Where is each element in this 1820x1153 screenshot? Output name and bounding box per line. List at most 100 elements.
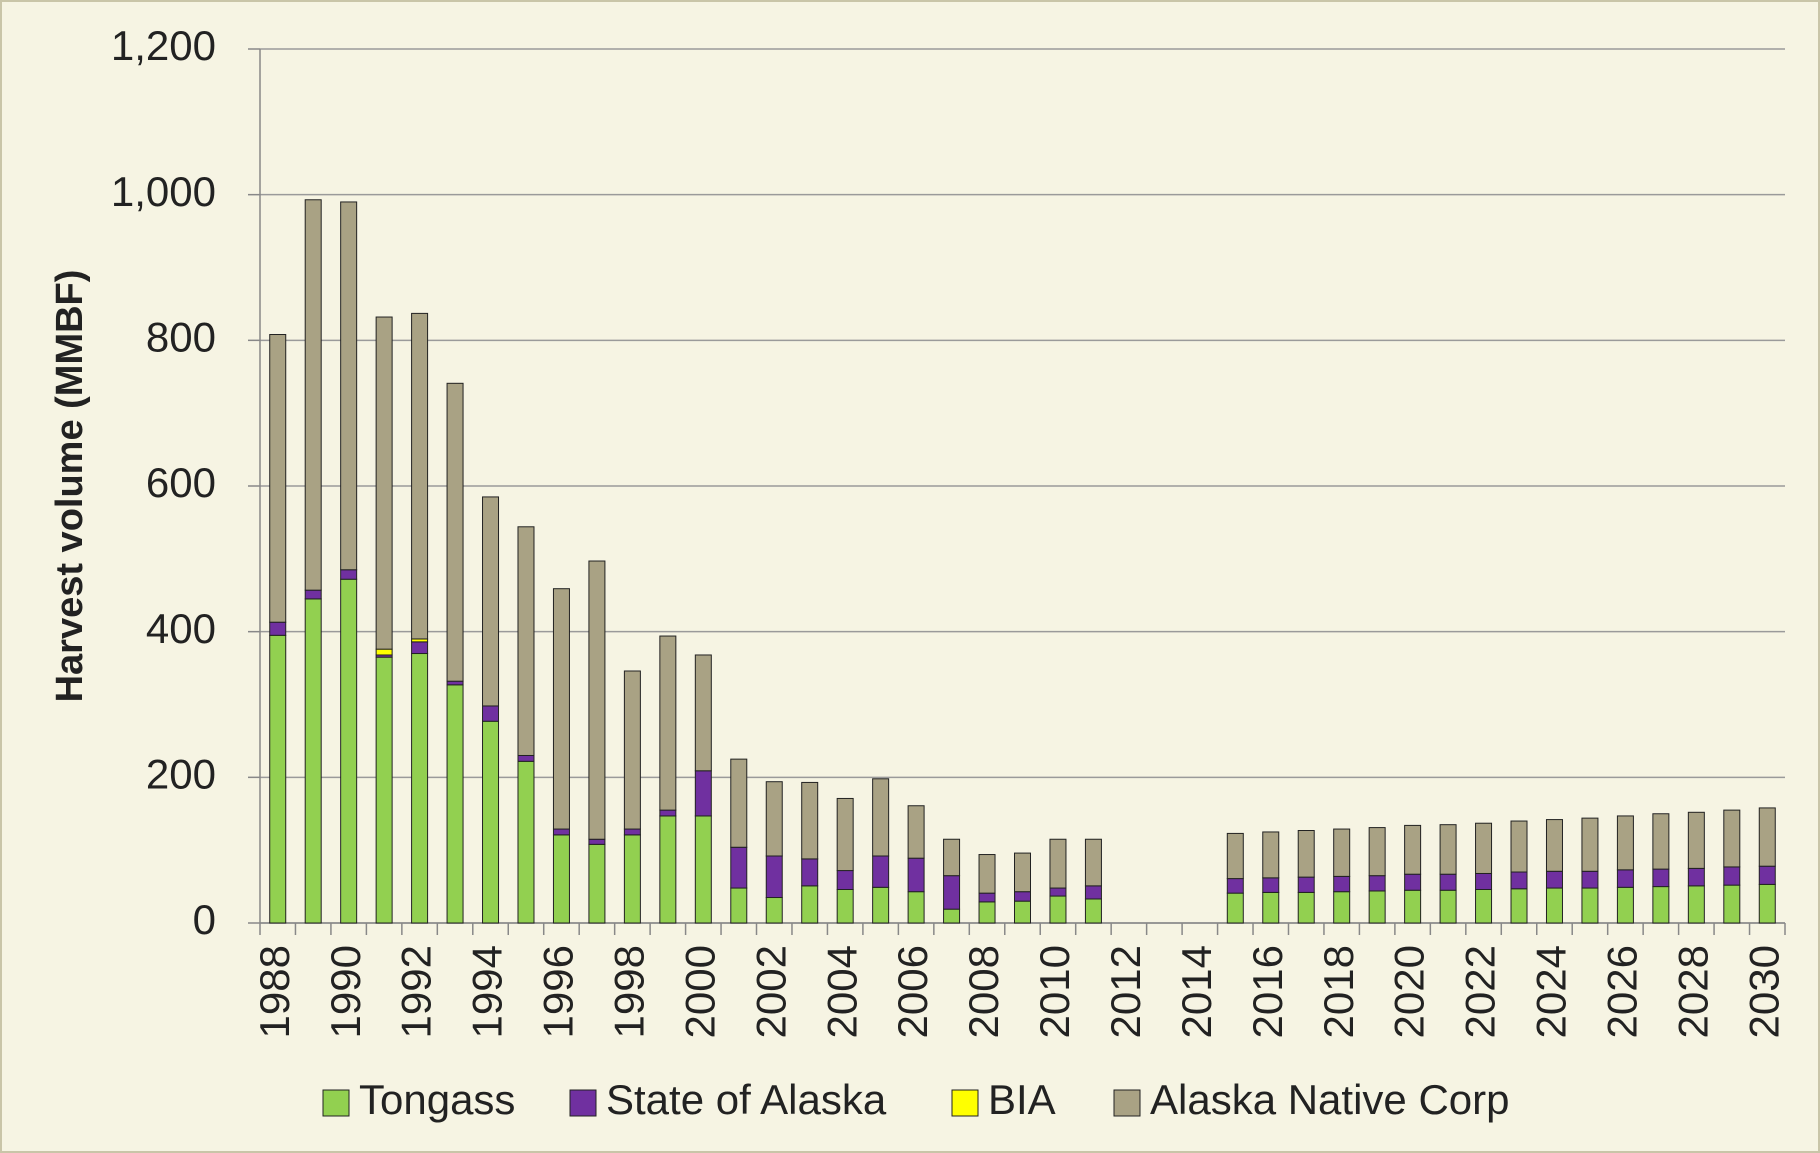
bar-segment [446,382,464,682]
bar-segment [517,754,535,762]
bar-segment [623,834,641,924]
bar-segment [1723,809,1741,868]
bar-segment [1049,895,1067,924]
legend-label: BIA [988,1076,1056,1123]
bar-segment [552,588,570,830]
legend-label: Alaska Native Corp [1150,1076,1509,1123]
bar-segment [1687,867,1705,887]
bar-segment [1545,887,1563,924]
bar-segment [694,654,712,772]
bar-segment [659,815,677,924]
bar-segment [1014,852,1031,893]
bar-segment [375,656,393,924]
bar-segment [1226,892,1244,924]
bar-segment [872,886,890,924]
bar-segment [1510,871,1528,890]
bar-segment [1652,886,1670,924]
bar-segment [801,781,819,860]
bar-segment [1333,891,1351,924]
bar-segment [482,720,500,924]
bar-segment [801,858,819,887]
x-tick-label: 1992 [393,945,440,1038]
x-tick-label: 2004 [818,945,865,1038]
bar-segment [1368,875,1386,892]
bar-segment [765,781,783,857]
legend-swatch [1113,1089,1141,1117]
x-tick-label: 2020 [1386,945,1433,1038]
bar-segment [446,680,464,686]
y-tick-label: 1,000 [111,168,216,215]
bar-segment [269,334,287,623]
bar-segment [304,598,322,924]
bar-segment [1545,819,1563,872]
bar-segment [304,589,322,600]
bar-segment [1084,838,1102,887]
bar-segment [1581,870,1599,889]
bar-segment [659,809,677,817]
bar-segment [1439,889,1457,924]
y-tick-label: 1,200 [111,22,216,69]
x-tick-label: 1988 [251,945,298,1038]
bar-segment [1439,873,1457,891]
bar-segment [836,797,854,872]
y-tick-label: 200 [146,750,216,797]
bar-segment [730,758,748,848]
x-tick-label: 1994 [464,945,511,1038]
bar-segment [552,828,570,836]
x-tick-label: 2014 [1173,945,1220,1038]
x-tick-label: 1990 [322,945,369,1038]
bar-segment [1226,878,1244,894]
y-axis-title: Harvest volume (MMBF) [49,270,91,703]
bar-segment [446,684,464,924]
bar-segment [659,635,677,811]
legend-swatch [569,1089,597,1117]
bar-segment [482,496,500,707]
legend-swatch [322,1089,350,1117]
bar-segment [943,875,961,910]
x-tick-label: 2024 [1528,945,1575,1038]
bar-segment [1014,900,1031,924]
bar-segment [623,828,641,836]
bar-segment [1616,815,1634,871]
bar-segment [269,634,287,924]
bar-segment [1723,866,1741,886]
bar-segment [340,578,358,924]
bar-segment [588,560,606,840]
bar-segment [1084,898,1102,924]
bar-segment [978,892,996,903]
bar-segment [517,760,535,924]
bar-segment [765,897,783,924]
bar-segment [1333,875,1351,893]
x-tick-label: 2028 [1669,945,1716,1038]
bar-segment [1049,887,1067,897]
bar-segment [552,834,570,924]
bar-segment [1475,822,1493,874]
bar-segment [1687,811,1705,869]
x-tick-label: 2016 [1244,945,1291,1038]
bar-segment [1404,873,1422,891]
x-tick-label: 2006 [889,945,936,1038]
bar-segment [588,838,606,845]
bar-segment [1084,885,1102,900]
bar-segment [1687,885,1705,924]
bar-segment [1404,889,1422,924]
bar-segment [411,641,429,655]
x-tick-label: 2000 [676,945,723,1038]
bar-segment [907,891,925,924]
bar-segment [1581,817,1599,872]
bar-segment [623,670,641,830]
bar-segment [304,199,322,591]
bar-segment [1510,888,1528,924]
bar-segment [1545,870,1563,889]
bar-segment [1297,891,1315,924]
bar-segment [482,705,500,722]
x-tick-label: 2026 [1599,945,1646,1038]
x-tick-label: 1996 [535,945,582,1038]
bar-segment [1297,876,1315,893]
bar-segment [1758,807,1776,867]
bar-segment [340,201,358,571]
bar-segment [1262,877,1280,893]
bar-segment [1333,828,1351,877]
bar-segment [907,857,925,893]
